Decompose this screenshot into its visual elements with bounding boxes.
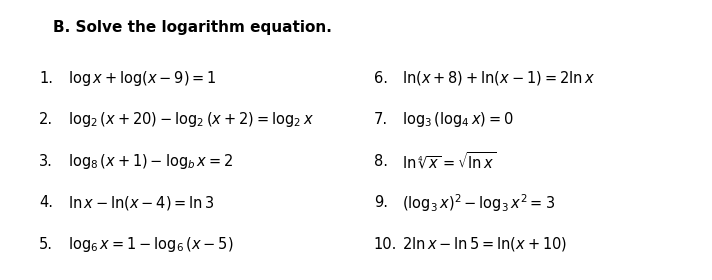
Text: $\ln x - \ln (x - 4) = \ln 3$: $\ln x - \ln (x - 4) = \ln 3$ — [68, 194, 214, 212]
Text: $\ln (x + 8) + \ln (x - 1) = 2 \ln x$: $\ln (x + 8) + \ln (x - 1) = 2 \ln x$ — [402, 69, 595, 87]
Text: 7.: 7. — [374, 112, 388, 127]
Text: 8.: 8. — [374, 154, 388, 169]
Text: 2.: 2. — [39, 112, 53, 127]
Text: $\log_2 (x + 20) - \log_2 (x + 2) = \log_2 x$: $\log_2 (x + 20) - \log_2 (x + 2) = \log… — [68, 110, 314, 129]
Text: $\log_6 x = 1 - \log_6 (x - 5)$: $\log_6 x = 1 - \log_6 (x - 5)$ — [68, 235, 233, 254]
Text: $\ln \sqrt[4]{x} = \sqrt{\ln x}$: $\ln \sqrt[4]{x} = \sqrt{\ln x}$ — [402, 151, 496, 172]
Text: 1.: 1. — [39, 71, 53, 86]
Text: $\log_3 (\log_4 x) = 0$: $\log_3 (\log_4 x) = 0$ — [402, 110, 514, 129]
Text: 6.: 6. — [374, 71, 388, 86]
Text: 3.: 3. — [39, 154, 53, 169]
Text: 4.: 4. — [39, 195, 53, 210]
Text: $2 \ln x - \ln 5 = \ln (x + 10)$: $2 \ln x - \ln 5 = \ln (x + 10)$ — [402, 235, 567, 253]
Text: 10.: 10. — [374, 237, 397, 252]
Text: $\log x + \log (x - 9) = 1$: $\log x + \log (x - 9) = 1$ — [68, 69, 216, 88]
Text: $(\log_3 x)^2 - \log_3 x^2 = 3$: $(\log_3 x)^2 - \log_3 x^2 = 3$ — [402, 192, 555, 214]
Text: B. Solve the logarithm equation.: B. Solve the logarithm equation. — [53, 20, 333, 35]
Text: 5.: 5. — [39, 237, 53, 252]
Text: $\log_8 (x + 1) - \log_b x = 2$: $\log_8 (x + 1) - \log_b x = 2$ — [68, 152, 233, 171]
Text: 9.: 9. — [374, 195, 388, 210]
